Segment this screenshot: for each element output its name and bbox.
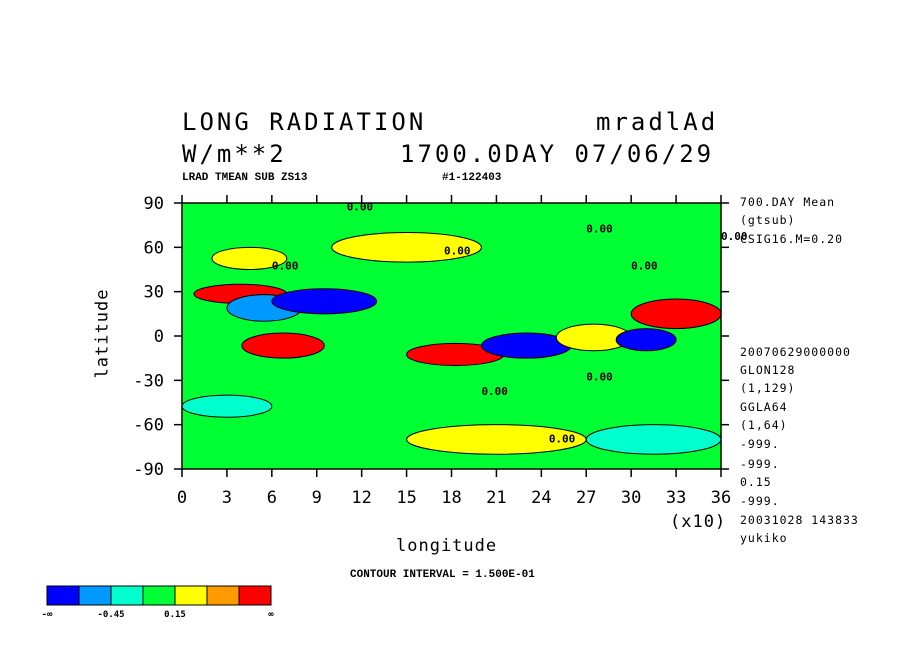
x-tick-label: 33 — [666, 488, 686, 508]
side-mean: 700.DAY Mean — [740, 195, 836, 209]
x-tick-label: 3 — [222, 488, 232, 508]
field-region — [181, 394, 273, 418]
variable-name: mradlAd — [596, 108, 719, 136]
colorbar-swatch — [110, 585, 144, 606]
contour-label: 0.00 — [549, 432, 576, 445]
x-tick-label: 12 — [351, 488, 371, 508]
field-region — [615, 328, 677, 352]
colorbar-label: ∞ — [268, 610, 274, 620]
y-axis-label: latitude — [92, 288, 113, 379]
contour-label: 0.00 — [444, 245, 471, 258]
y-tick-label: 30 — [144, 283, 164, 303]
chart-title: LONG RADIATION — [182, 108, 427, 136]
y-tick-label: 90 — [144, 194, 164, 214]
field-region — [241, 332, 325, 359]
colorbar-label: 0.15 — [164, 610, 186, 620]
contour-label: 0.00 — [586, 223, 613, 236]
side-value: 0.15 — [740, 475, 772, 489]
x-tick-label: 18 — [441, 488, 461, 508]
side-sigma: CSIG16.M=0.20 — [740, 232, 844, 246]
colorbar-swatch — [238, 585, 272, 606]
side-source: (gtsub) — [740, 213, 796, 227]
side-miss3: -999. — [740, 494, 780, 508]
x-tick-label: 27 — [576, 488, 596, 508]
y-tick-label: -30 — [133, 371, 164, 391]
y-tick-label: 60 — [144, 238, 164, 258]
subtitle: LRAD TMEAN SUB ZS13 — [182, 172, 308, 184]
colorbar-label: -∞ — [42, 610, 53, 620]
field-region — [630, 298, 722, 330]
side-miss2: -999. — [740, 457, 780, 471]
side-ggla-range: (1,64) — [740, 418, 788, 432]
colorbar-swatch — [206, 585, 240, 606]
x-axis-label: longitude — [396, 536, 498, 556]
side-glon-range: (1,129) — [740, 381, 796, 395]
colorbar-label: -0.45 — [97, 610, 124, 620]
contour-label: 0.00 — [631, 260, 658, 273]
contour-label: 0.00 — [481, 385, 508, 398]
y-tick-label: 0 — [154, 327, 164, 347]
contour-label: 0.00 — [586, 370, 613, 383]
x-tick-label: 6 — [267, 488, 277, 508]
x-multiplier: (x10) — [670, 512, 727, 532]
field-region — [331, 232, 482, 263]
x-tick-label: 24 — [531, 488, 551, 508]
x-tick-label: 30 — [621, 488, 641, 508]
field-region — [271, 288, 378, 315]
contour-interval: CONTOUR INTERVAL = 1.500E-01 — [350, 569, 535, 581]
side-stamp: 20031028 143833 — [740, 513, 859, 527]
colorbar-swatch — [174, 585, 208, 606]
y-tick-label: -60 — [133, 416, 164, 436]
units-label: W/m**2 — [182, 140, 287, 168]
y-tick-label: -90 — [133, 460, 164, 480]
side-ggla: GGLA64 — [740, 400, 788, 414]
side-miss1: -999. — [740, 437, 780, 451]
contour-label: 0.00 — [272, 260, 299, 273]
field-region — [211, 246, 288, 270]
colorbar-swatch — [78, 585, 112, 606]
x-tick-label: 21 — [486, 488, 506, 508]
run-id: #1-122403 — [442, 172, 502, 184]
field-region — [585, 424, 722, 455]
side-user: yukiko — [740, 531, 788, 545]
datetime-label: 1700.0DAY 07/06/29 — [400, 140, 715, 168]
x-tick-label: 36 — [711, 488, 731, 508]
side-date-code: 20070629000000 — [740, 345, 851, 359]
colorbar-swatch — [142, 585, 176, 606]
side-glon: GLON128 — [740, 363, 796, 377]
colorbar-swatch — [46, 585, 80, 606]
x-tick-label: 9 — [312, 488, 322, 508]
contour-label: 0.00 — [721, 230, 748, 243]
x-tick-label: 15 — [396, 488, 416, 508]
x-tick-label: 0 — [177, 488, 187, 508]
